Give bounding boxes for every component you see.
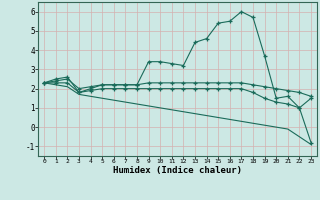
- X-axis label: Humidex (Indice chaleur): Humidex (Indice chaleur): [113, 166, 242, 175]
